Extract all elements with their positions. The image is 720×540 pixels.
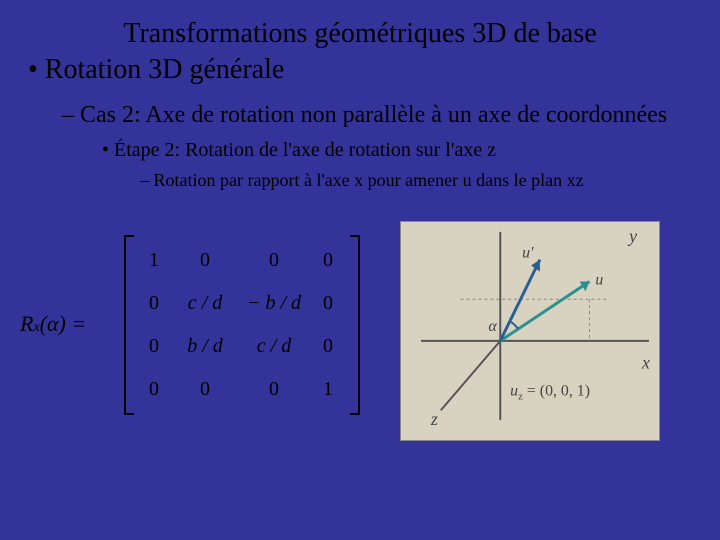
cell-13: 0	[310, 292, 346, 315]
cell-01: 0	[172, 249, 238, 272]
bullet-level-2: – Cas 2: Axe de rotation non parallèle à…	[0, 86, 720, 129]
bullet-level-3: • Étape 2: Rotation de l'axe de rotation…	[0, 129, 720, 162]
diagram-svg: y x z u u' α uz = (0, 0, 1)	[401, 222, 659, 440]
cell-12: − b / d	[238, 292, 310, 315]
matrix-arg: (α) =	[40, 311, 87, 336]
content-row: Rx(α) = 1 0 0 0 0 c / d − b / d 0 0 b / …	[0, 231, 720, 441]
cell-32: 0	[238, 378, 310, 401]
cell-03: 0	[310, 249, 346, 272]
cell-31: 0	[172, 378, 238, 401]
bullet-level-4: – Rotation par rapport à l'axe x pour am…	[0, 162, 720, 191]
label-z: z	[430, 409, 438, 429]
cell-02: 0	[238, 249, 310, 272]
label-uprime: u'	[522, 245, 534, 262]
matrix-bracket-right	[350, 235, 360, 415]
cell-23: 0	[310, 335, 346, 358]
bullet-level-1: • Rotation 3D générale	[0, 50, 720, 86]
cell-20: 0	[136, 335, 172, 358]
z-axis	[441, 341, 500, 410]
label-x: x	[641, 353, 650, 373]
cell-30: 0	[136, 378, 172, 401]
rotation-matrix: Rx(α) = 1 0 0 0 0 c / d − b / d 0 0 b / …	[10, 231, 370, 421]
cell-22: c / d	[238, 335, 310, 358]
cell-11: c / d	[172, 292, 238, 315]
slide-title: Transformations géométriques 3D de base	[0, 0, 720, 50]
cell-21: b / d	[172, 335, 238, 358]
alpha-arc	[509, 321, 518, 329]
matrix-cells: 1 0 0 0 0 c / d − b / d 0 0 b / d c / d …	[136, 239, 348, 411]
matrix-R: R	[20, 311, 33, 336]
matrix-bracket-left	[124, 235, 134, 415]
label-u: u	[595, 271, 603, 288]
label-alpha: α	[488, 318, 497, 335]
cell-33: 1	[310, 378, 346, 401]
coordinate-diagram: y x z u u' α uz = (0, 0, 1)	[400, 221, 660, 441]
label-y: y	[627, 226, 637, 246]
cell-10: 0	[136, 292, 172, 315]
label-uz: uz = (0, 0, 1)	[510, 382, 590, 402]
cell-00: 1	[136, 249, 172, 272]
matrix-label: Rx(α) =	[20, 311, 86, 337]
